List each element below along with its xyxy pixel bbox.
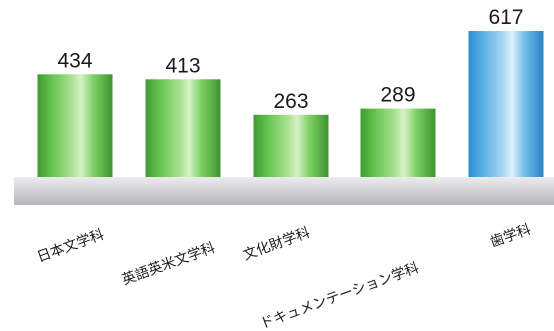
bar-4	[468, 31, 544, 177]
bar-3	[360, 108, 436, 177]
data-label-2: 263	[273, 90, 308, 113]
bar-1	[145, 79, 221, 177]
category-label-3: ドキュメンテーション学科	[258, 260, 421, 331]
bars-group	[37, 31, 544, 177]
category-label-2: 文化財学科	[241, 225, 312, 264]
chart-floor	[14, 177, 554, 205]
data-label-4: 617	[488, 6, 523, 29]
bar-0	[37, 74, 113, 177]
bar-2	[253, 114, 329, 177]
category-label-1: 英語英米文学科	[120, 239, 218, 288]
data-label-1: 413	[165, 54, 200, 77]
value-labels-group: 434 413 263 289 617	[57, 6, 523, 113]
category-label-0: 日本文学科	[35, 227, 106, 266]
category-label-4: 歯学科	[488, 222, 533, 251]
data-label-0: 434	[57, 49, 92, 72]
data-label-3: 289	[380, 84, 415, 107]
